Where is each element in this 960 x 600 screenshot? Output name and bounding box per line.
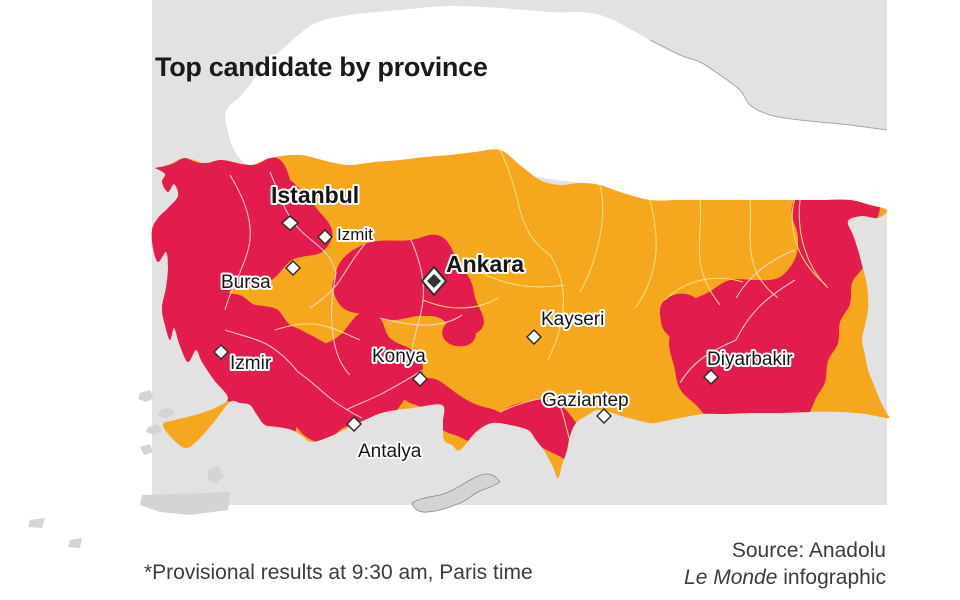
svg-text:Kayseri: Kayseri [541,309,604,330]
svg-text:Bursa: Bursa [221,272,271,293]
svg-text:Izmir: Izmir [230,353,272,374]
svg-text:Istanbul: Istanbul [271,182,359,208]
svg-text:Diyarbakir: Diyarbakir [707,349,793,370]
svg-text:Izmit: Izmit [337,225,373,244]
svg-text:Konya: Konya [372,346,426,367]
svg-text:Gaziantep: Gaziantep [542,390,629,411]
svg-text:Ankara: Ankara [446,251,524,277]
svg-text:Antalya: Antalya [358,441,422,462]
